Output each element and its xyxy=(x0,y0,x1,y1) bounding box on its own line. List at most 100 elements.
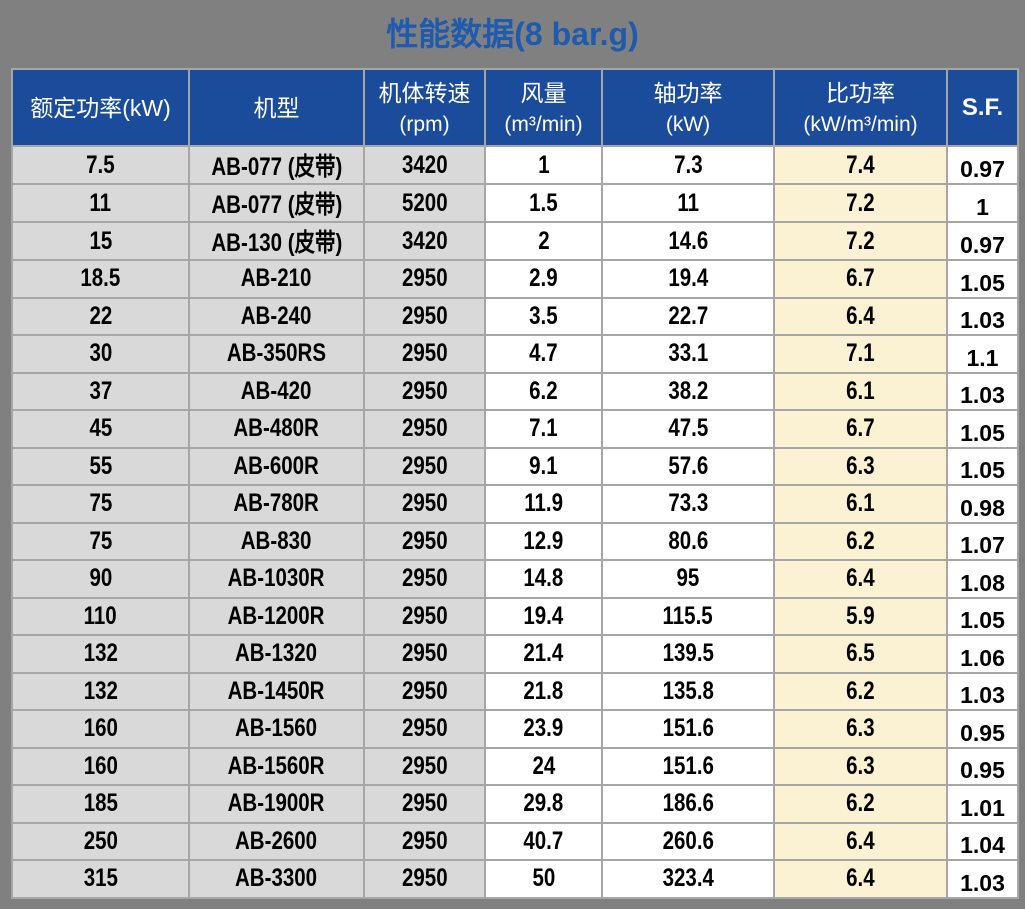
cell-value: 9.1 xyxy=(529,451,558,480)
cell-value: 14.8 xyxy=(523,564,564,593)
table-cell: AB-1320 xyxy=(188,634,365,674)
cell-value: AB-1560R xyxy=(228,751,325,780)
table-cell: 2950 xyxy=(363,521,486,561)
table-cell: 5.9 xyxy=(773,596,948,636)
cell-value: 151.6 xyxy=(662,751,714,780)
cell-value: 151.6 xyxy=(662,714,714,743)
table-cell: 7.5 xyxy=(11,145,190,185)
cell-value: 6.2 xyxy=(846,526,875,555)
table-cell: 19.4 xyxy=(484,596,603,636)
cell-value: AB-3300 xyxy=(235,864,318,893)
column-header-text: 额定功率(kW) xyxy=(14,95,187,121)
table-row: 185 AB-1900R 2950 29.8 186.6 6.2 1.01 xyxy=(11,784,1019,824)
table-body: 7.5 AB-077 (皮带) 3420 1 7.3 7.4 0.97 11 AB-077 (皮… xyxy=(11,145,1019,899)
cell-value: AB-1450R xyxy=(228,676,325,705)
table-cell: 2950 xyxy=(363,596,486,636)
table-cell: 323.4 xyxy=(601,859,775,899)
table-row: 11 AB-077 (皮带) 5200 1.5 11 7.2 1 xyxy=(11,183,1019,223)
table-cell: 55 xyxy=(11,446,190,486)
cell-value: 29.8 xyxy=(523,789,564,818)
column-header-label: 机型 xyxy=(253,94,300,121)
column-header-3: 风量 (m³/min) xyxy=(484,68,603,147)
cell-value: AB-420 xyxy=(241,376,312,405)
table-cell: 7.1 xyxy=(773,334,948,374)
table-header: 额定功率(kW) 机型 机体转速 (rpm) 风量 (m³/min) 轴功率 (kW) 比功率 (… xyxy=(11,68,1019,147)
table-cell: 18.5 xyxy=(11,259,190,299)
column-header-label: S.F. xyxy=(961,93,1004,121)
cell-value: 2950 xyxy=(401,414,448,443)
column-header-4: 轴功率 (kW) xyxy=(601,68,775,147)
cell-value: 1.07 xyxy=(960,532,1005,558)
table-cell: 3420 xyxy=(363,145,486,185)
table-row: 18.5 AB-210 2950 2.9 19.4 6.7 1.05 xyxy=(11,259,1019,299)
table-cell: 1.06 xyxy=(946,634,1019,674)
table-row: 30 AB-350RS 2950 4.7 33.1 7.1 1.1 xyxy=(11,334,1019,374)
column-header-label: 轴功率 xyxy=(653,79,723,106)
table-cell: 15 xyxy=(11,221,190,261)
table-cell: 23.9 xyxy=(484,709,603,749)
cell-value: 185 xyxy=(83,789,118,818)
table-cell: 12.9 xyxy=(484,521,603,561)
cell-value: 0.97 xyxy=(960,232,1005,258)
cell-value: 37 xyxy=(89,376,112,405)
cell-value: 250 xyxy=(83,826,118,855)
column-header-0: 额定功率(kW) xyxy=(11,68,190,147)
table-cell: 6.5 xyxy=(773,634,948,674)
cell-value: 6.2 xyxy=(846,676,875,705)
cell-value: 1.03 xyxy=(960,382,1005,408)
cell-value: AB-077 (皮带) xyxy=(211,191,342,219)
table-cell: 160 xyxy=(11,709,190,749)
cell-value: 1.01 xyxy=(960,794,1005,821)
cell-value: 0.97 xyxy=(960,156,1005,182)
table-cell: AB-3300 xyxy=(188,859,365,899)
table-cell: 75 xyxy=(11,484,190,524)
table-cell: 6.2 xyxy=(484,371,603,411)
table-cell: 7.2 xyxy=(773,183,948,223)
table-cell: 6.4 xyxy=(773,821,948,861)
table-cell: 132 xyxy=(11,634,190,674)
table-cell: 90 xyxy=(11,559,190,599)
table-row: 75 AB-780R 2950 11.9 73.3 6.1 0.98 xyxy=(11,484,1019,524)
cell-value: 2.9 xyxy=(529,264,558,293)
cell-value: 47.5 xyxy=(668,414,708,443)
cell-value: AB-1030R xyxy=(228,564,325,593)
table-cell: 33.1 xyxy=(601,334,775,374)
cell-value: 7.5 xyxy=(86,150,115,179)
cell-value: 2950 xyxy=(401,301,448,330)
column-header-unit: (kW) xyxy=(665,112,711,136)
table-cell: 7.3 xyxy=(601,145,775,185)
cell-value: 73.3 xyxy=(668,489,708,518)
cell-value: 6.5 xyxy=(846,639,875,668)
table-cell: 1.05 xyxy=(946,409,1019,449)
column-header-unit: (m³/min) xyxy=(504,112,583,136)
table-cell: 14.6 xyxy=(601,221,775,261)
cell-value: AB-210 xyxy=(241,264,312,293)
table-row: 45 AB-480R 2950 7.1 47.5 6.7 1.05 xyxy=(11,409,1019,449)
header-row: 额定功率(kW) 机型 机体转速 (rpm) 风量 (m³/min) 轴功率 (kW) 比功率 (… xyxy=(11,68,1019,147)
table-cell: 6.1 xyxy=(773,484,948,524)
cell-value: AB-480R xyxy=(233,414,320,443)
cell-value: 6.1 xyxy=(846,376,875,405)
cell-value: 186.6 xyxy=(662,789,714,818)
cell-value: 6.7 xyxy=(846,414,875,443)
cell-value: 3420 xyxy=(401,226,448,255)
table-row: 160 AB-1560 2950 23.9 151.6 6.3 0.95 xyxy=(11,709,1019,749)
table-cell: 0.95 xyxy=(946,709,1019,749)
cell-value: 2950 xyxy=(401,639,448,668)
column-header-text: 机体转速 (rpm) xyxy=(366,80,483,136)
table-cell: 2950 xyxy=(363,259,486,299)
cell-value: 30 xyxy=(89,339,112,368)
table-cell: 1.03 xyxy=(946,371,1019,411)
cell-value: 21.8 xyxy=(523,676,564,705)
performance-table: 额定功率(kW) 机型 机体转速 (rpm) 风量 (m³/min) 轴功率 (kW) 比功率 (… xyxy=(11,68,1019,899)
cell-value: 22 xyxy=(89,301,112,330)
table-cell: 1.04 xyxy=(946,821,1019,861)
table-cell: 0.95 xyxy=(946,746,1019,786)
table-cell: 6.4 xyxy=(773,296,948,336)
table-row: 110 AB-1200R 2950 19.4 115.5 5.9 1.05 xyxy=(11,596,1019,636)
cell-value: AB-780R xyxy=(233,489,320,518)
cell-value: 75 xyxy=(89,526,112,555)
table-cell: 21.8 xyxy=(484,671,603,711)
table-cell: 3420 xyxy=(363,221,486,261)
table-cell: 2950 xyxy=(363,859,486,899)
